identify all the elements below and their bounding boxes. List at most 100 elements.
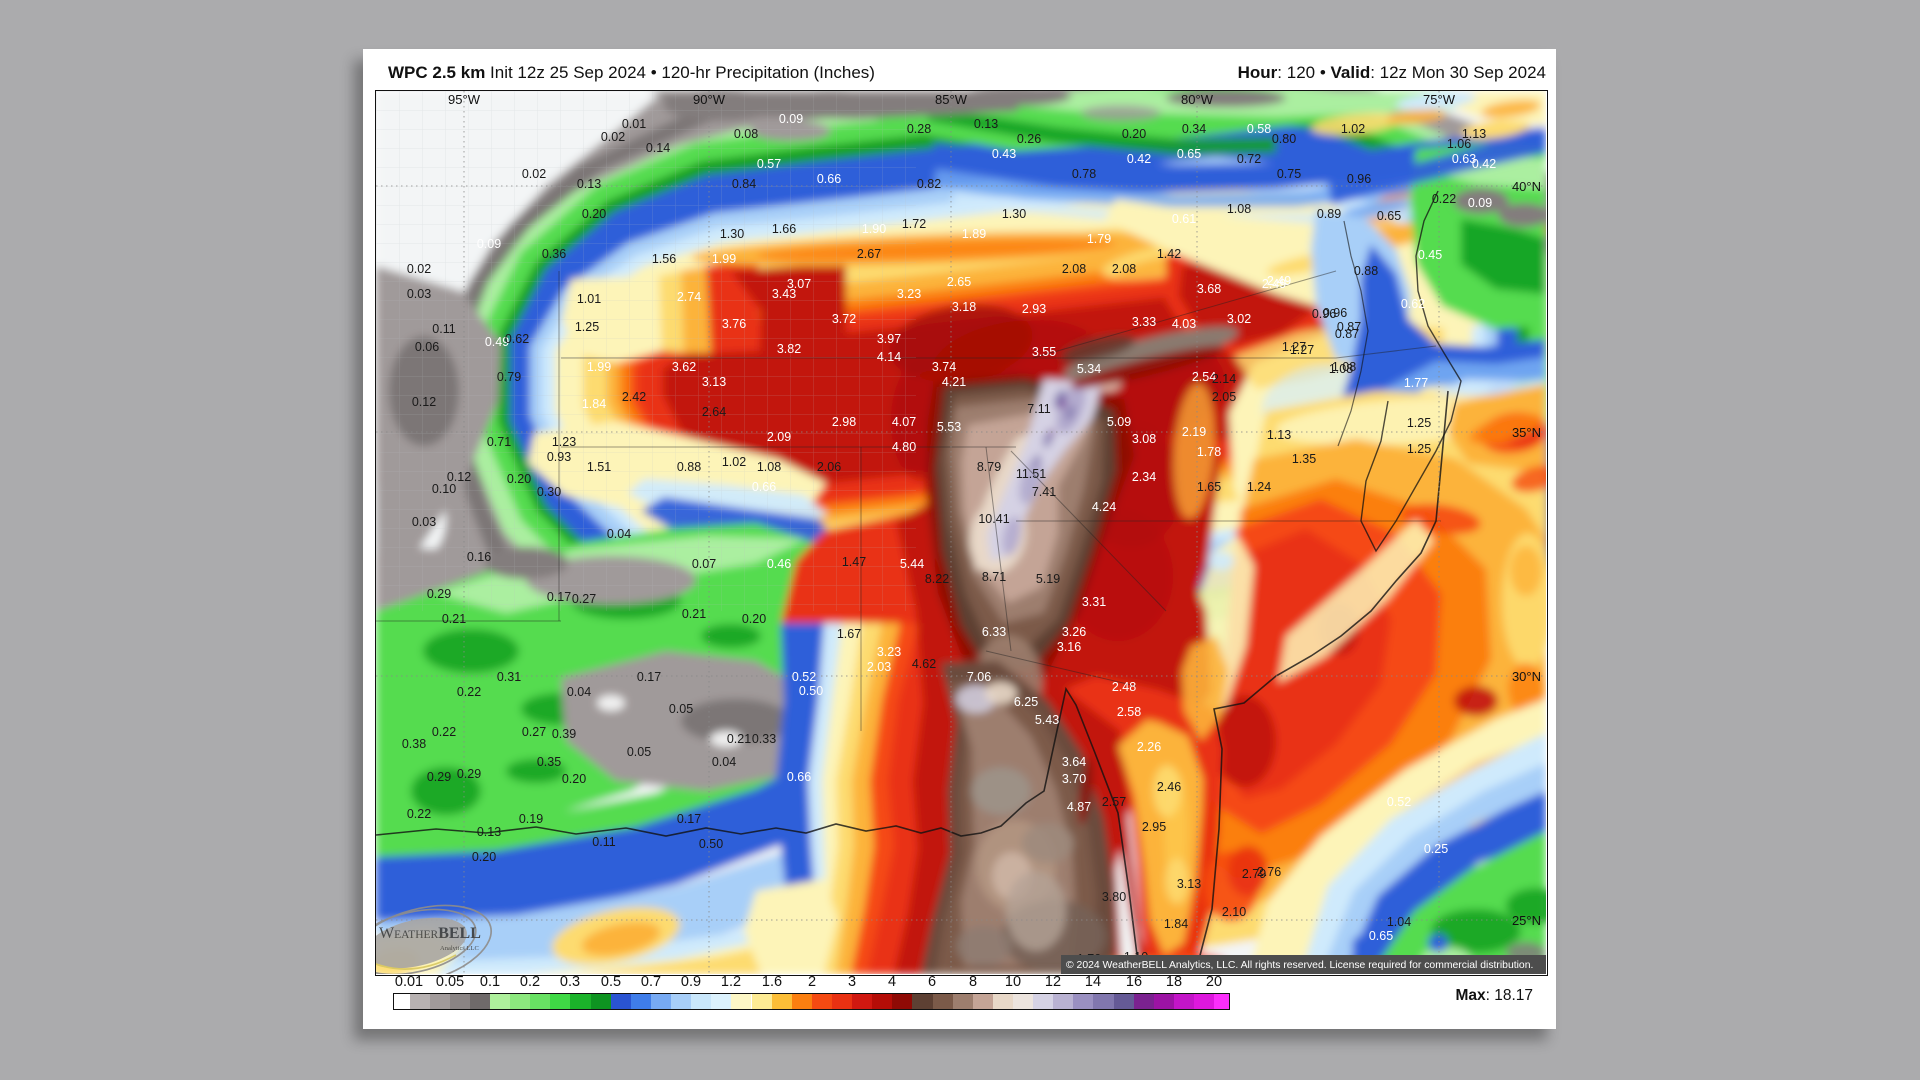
svg-text:5.34: 5.34 (1077, 362, 1101, 376)
svg-text:0.22: 0.22 (1432, 192, 1456, 206)
svg-text:0.11: 0.11 (432, 322, 455, 336)
svg-text:0.65: 0.65 (1377, 209, 1401, 223)
svg-text:3.72: 3.72 (832, 312, 856, 326)
svg-text:1.89: 1.89 (962, 227, 986, 241)
svg-text:1.13: 1.13 (1267, 428, 1291, 442)
svg-text:1.08: 1.08 (1329, 362, 1353, 376)
svg-text:3.23: 3.23 (877, 645, 901, 659)
svg-text:0.20: 0.20 (1122, 127, 1146, 141)
svg-text:0.72: 0.72 (1237, 152, 1261, 166)
svg-text:0.45: 0.45 (1418, 248, 1442, 262)
svg-text:4.62: 4.62 (912, 657, 936, 671)
svg-text:2.14: 2.14 (1212, 372, 1236, 386)
svg-text:0.06: 0.06 (415, 340, 439, 354)
svg-text:2.46: 2.46 (1157, 780, 1181, 794)
svg-text:2.26: 2.26 (1137, 740, 1161, 754)
svg-text:1.65: 1.65 (1197, 480, 1221, 494)
svg-text:6.25: 6.25 (1014, 695, 1038, 709)
svg-text:WEATHERBELL: WEATHERBELL (379, 925, 481, 942)
svg-text:1.01: 1.01 (577, 292, 601, 306)
svg-text:7.06: 7.06 (967, 670, 991, 684)
svg-text:0.50: 0.50 (799, 684, 823, 698)
svg-text:1.08: 1.08 (1227, 202, 1251, 216)
svg-text:95°W: 95°W (448, 92, 481, 107)
svg-text:1.35: 1.35 (1292, 452, 1316, 466)
svg-text:1.79: 1.79 (1087, 232, 1111, 246)
svg-text:3.26: 3.26 (1062, 625, 1086, 639)
svg-text:4.14: 4.14 (877, 350, 901, 364)
svg-text:0.63: 0.63 (1452, 152, 1476, 166)
svg-text:0.87: 0.87 (1335, 327, 1359, 341)
svg-text:0.43: 0.43 (992, 147, 1016, 161)
svg-text:3.02: 3.02 (1227, 312, 1251, 326)
svg-text:2.03: 2.03 (867, 660, 891, 674)
svg-text:0.46: 0.46 (767, 557, 791, 571)
svg-text:2.79: 2.79 (1242, 867, 1266, 881)
svg-text:0.65: 0.65 (1369, 929, 1393, 943)
svg-text:2.95: 2.95 (1142, 820, 1166, 834)
svg-text:0.14: 0.14 (646, 141, 670, 155)
svg-text:3.76: 3.76 (722, 317, 746, 331)
svg-text:1.99: 1.99 (587, 360, 611, 374)
svg-text:25°N: 25°N (1512, 913, 1541, 928)
svg-text:0.42: 0.42 (1472, 157, 1496, 171)
svg-text:2.93: 2.93 (1022, 302, 1046, 316)
svg-text:0.27: 0.27 (522, 725, 546, 739)
svg-text:0.88: 0.88 (677, 460, 701, 474)
svg-text:1.25: 1.25 (1407, 442, 1431, 456)
svg-text:2.54: 2.54 (1192, 370, 1216, 384)
svg-text:7.11: 7.11 (1027, 402, 1050, 416)
svg-text:1.02: 1.02 (722, 455, 746, 469)
svg-text:5.53: 5.53 (937, 420, 961, 434)
svg-text:0.29: 0.29 (427, 770, 451, 784)
svg-text:0.96: 0.96 (1347, 172, 1371, 186)
svg-text:0.66: 0.66 (817, 172, 841, 186)
svg-text:3.68: 3.68 (1197, 282, 1221, 296)
svg-text:0.01: 0.01 (622, 117, 646, 131)
svg-text:0.96: 0.96 (1323, 306, 1347, 320)
svg-text:0.87: 0.87 (1337, 320, 1361, 334)
svg-text:30°N: 30°N (1512, 669, 1541, 684)
svg-text:1.25: 1.25 (1407, 416, 1431, 430)
svg-text:3.23: 3.23 (897, 287, 921, 301)
svg-text:0.79: 0.79 (497, 370, 521, 384)
svg-text:1.13: 1.13 (1462, 127, 1486, 141)
svg-text:2.67: 2.67 (857, 247, 881, 261)
svg-text:10.41: 10.41 (978, 512, 1009, 526)
svg-text:0.04: 0.04 (567, 685, 591, 699)
svg-text:0.62: 0.62 (1401, 297, 1425, 311)
svg-text:0.09: 0.09 (779, 112, 803, 126)
svg-text:0.27: 0.27 (572, 592, 596, 606)
svg-text:0.25: 0.25 (1424, 842, 1448, 856)
svg-text:1.06: 1.06 (1447, 137, 1471, 151)
svg-text:0.12: 0.12 (412, 395, 436, 409)
svg-text:1.67: 1.67 (837, 627, 861, 641)
svg-text:0.11: 0.11 (592, 835, 615, 849)
svg-text:1.30: 1.30 (720, 227, 744, 241)
svg-text:3.31: 3.31 (1082, 595, 1106, 609)
svg-text:Analytics LLC: Analytics LLC (440, 945, 479, 952)
svg-text:0.49: 0.49 (485, 335, 509, 349)
svg-text:0.08: 0.08 (734, 127, 758, 141)
svg-text:80°W: 80°W (1181, 92, 1214, 107)
svg-text:0.31: 0.31 (497, 670, 521, 684)
svg-text:0.22: 0.22 (432, 725, 456, 739)
svg-text:0.66: 0.66 (787, 770, 811, 784)
svg-text:0.07: 0.07 (692, 557, 716, 571)
svg-text:4.80: 4.80 (892, 440, 916, 454)
svg-text:0.84: 0.84 (732, 177, 756, 191)
svg-text:3.13: 3.13 (702, 375, 726, 389)
svg-text:0.33: 0.33 (752, 732, 776, 746)
svg-text:1.66: 1.66 (772, 222, 796, 236)
svg-text:0.71: 0.71 (487, 435, 511, 449)
svg-text:3.07: 3.07 (787, 277, 811, 291)
svg-text:1.27: 1.27 (1282, 340, 1306, 354)
svg-text:0.17: 0.17 (637, 670, 661, 684)
svg-text:0.12: 0.12 (447, 470, 471, 484)
svg-text:0.02: 0.02 (407, 262, 431, 276)
svg-text:1.30: 1.30 (1002, 207, 1026, 221)
svg-text:5.09: 5.09 (1107, 415, 1131, 429)
svg-text:0.13: 0.13 (577, 177, 601, 191)
svg-text:2.74: 2.74 (677, 290, 701, 304)
svg-text:0.20: 0.20 (472, 850, 496, 864)
